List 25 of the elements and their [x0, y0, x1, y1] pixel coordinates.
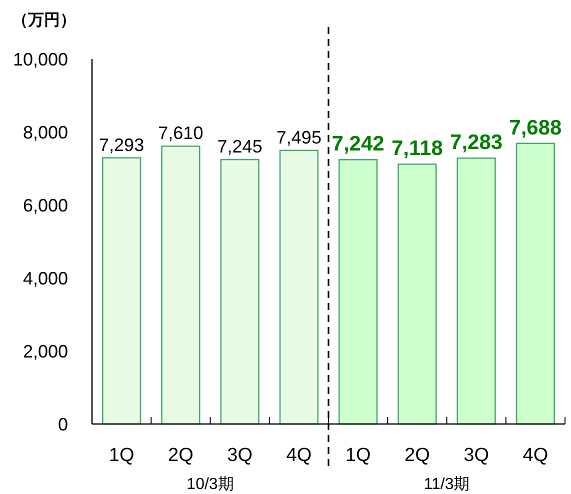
xtick: 4Q [286, 445, 312, 466]
data-label: 7,495 [276, 127, 322, 148]
data-label: 7,293 [99, 134, 144, 155]
xtick: 3Q [227, 445, 252, 466]
xtick: 4Q [522, 445, 548, 466]
data-label: 7,283 [450, 131, 503, 154]
data-label: 7,118 [391, 137, 443, 160]
ytick: 8,000 [22, 122, 68, 142]
xtick: 3Q [464, 445, 489, 466]
xtick: 1Q [108, 445, 134, 466]
ytick: 4,000 [22, 268, 68, 288]
xtick: 2Q [404, 445, 430, 466]
group-label: 10/3期 [186, 476, 234, 493]
ytick: 2,000 [22, 342, 68, 362]
data-label: 7,242 [332, 132, 384, 156]
data-label: 7,610 [158, 123, 204, 144]
xtick: 1Q [345, 445, 371, 466]
group-label: 11/3期 [424, 476, 470, 493]
ylabel: （万円） [12, 12, 76, 29]
data-label: 7,688 [509, 116, 562, 140]
data-label: 7,245 [217, 136, 262, 157]
xtick: 2Q [168, 445, 194, 466]
ytick: 6,000 [22, 196, 68, 216]
ytick: 0 [58, 414, 68, 434]
ytick: 10,000 [12, 50, 68, 70]
